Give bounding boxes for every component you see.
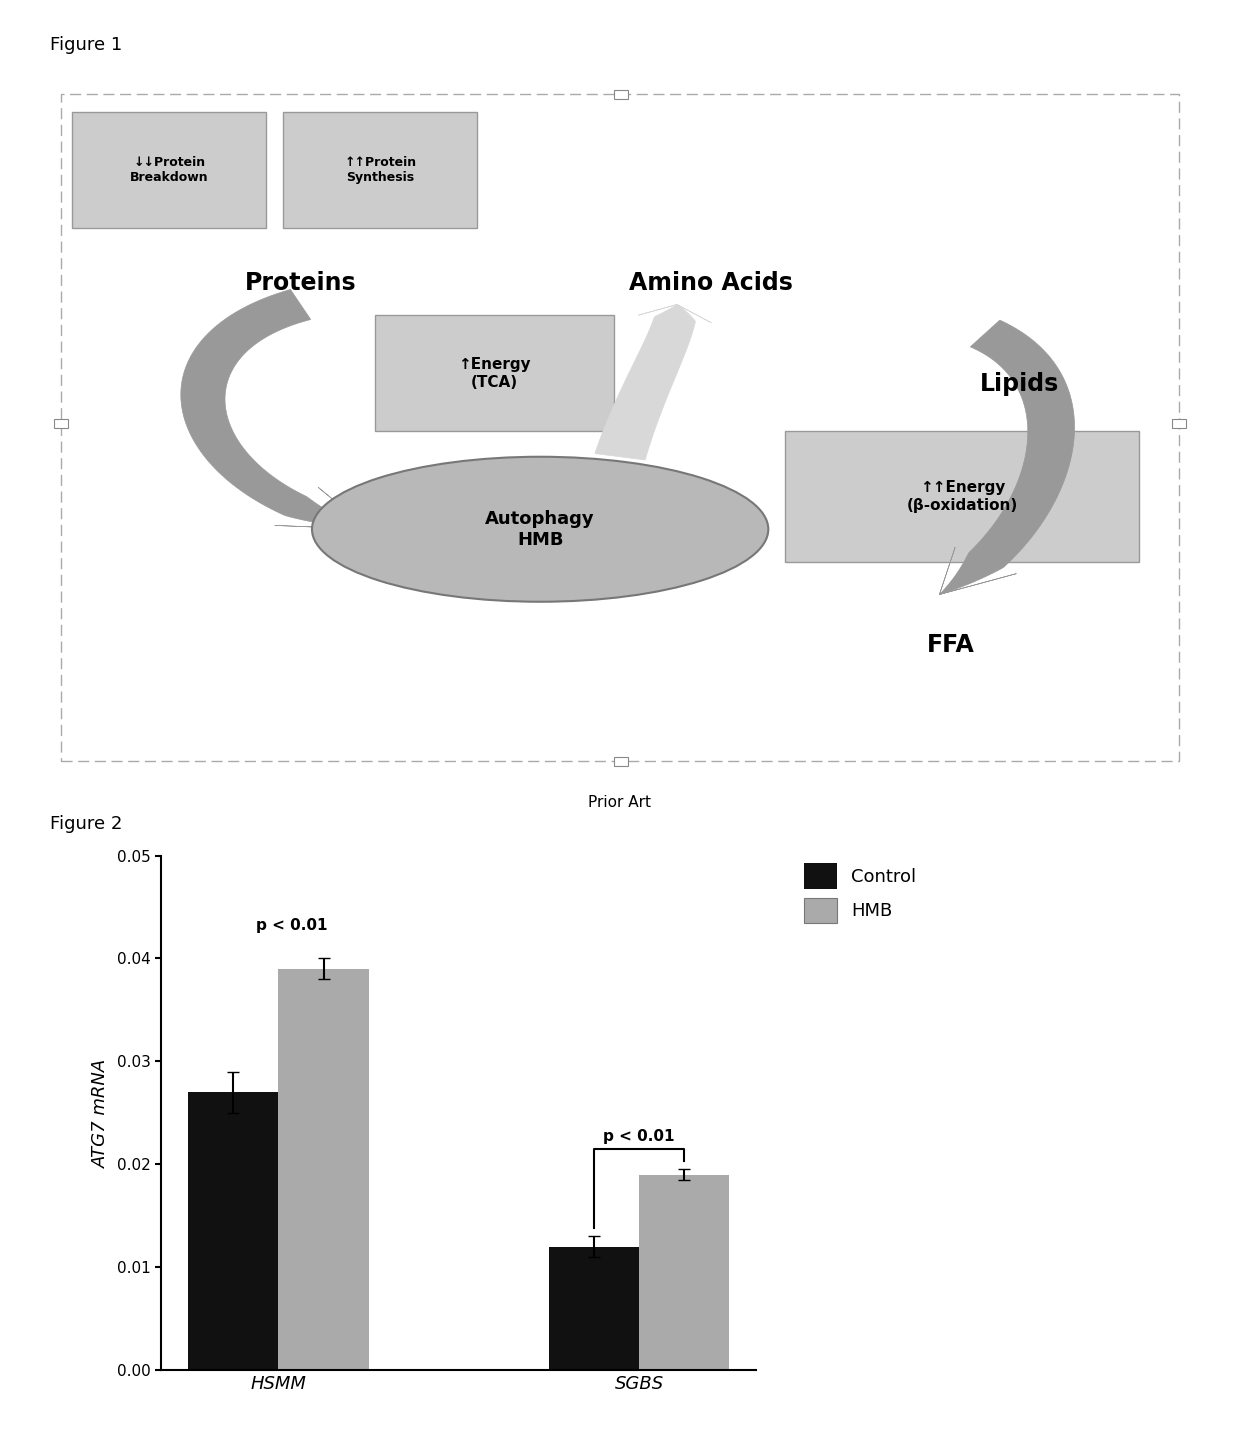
Legend: Control, HMB: Control, HMB xyxy=(795,854,925,932)
Text: FFA: FFA xyxy=(928,634,975,657)
FancyBboxPatch shape xyxy=(614,757,627,766)
FancyBboxPatch shape xyxy=(1172,419,1185,428)
Bar xyxy=(639,1174,729,1370)
Text: p < 0.01: p < 0.01 xyxy=(604,1128,675,1144)
Text: Proteins: Proteins xyxy=(244,271,356,294)
Text: Figure 2: Figure 2 xyxy=(50,815,122,832)
Y-axis label: ATG7 mRNA: ATG7 mRNA xyxy=(92,1058,110,1167)
Polygon shape xyxy=(181,290,370,529)
Ellipse shape xyxy=(312,457,769,602)
Text: ↓↓Protein
Breakdown: ↓↓Protein Breakdown xyxy=(130,157,208,184)
Bar xyxy=(188,1092,279,1370)
Polygon shape xyxy=(595,304,712,460)
Bar xyxy=(549,1247,639,1370)
Text: Amino Acids: Amino Acids xyxy=(630,271,794,294)
FancyBboxPatch shape xyxy=(72,113,267,229)
Text: p < 0.01: p < 0.01 xyxy=(255,918,327,932)
Text: Autophagy
HMB: Autophagy HMB xyxy=(485,510,595,548)
Text: ↑Energy
(TCA): ↑Energy (TCA) xyxy=(459,357,531,390)
Text: Lipids: Lipids xyxy=(980,373,1059,396)
Text: Figure 1: Figure 1 xyxy=(50,36,122,54)
FancyBboxPatch shape xyxy=(374,316,614,432)
Polygon shape xyxy=(940,320,1075,594)
FancyBboxPatch shape xyxy=(785,432,1140,563)
Text: ↑↑Energy
(β-oxidation): ↑↑Energy (β-oxidation) xyxy=(906,480,1018,513)
FancyBboxPatch shape xyxy=(55,419,68,428)
FancyBboxPatch shape xyxy=(284,113,477,229)
Text: Prior Art: Prior Art xyxy=(589,795,651,809)
Bar xyxy=(279,969,368,1370)
Text: ↑↑Protein
Synthesis: ↑↑Protein Synthesis xyxy=(345,157,417,184)
FancyBboxPatch shape xyxy=(614,90,627,99)
